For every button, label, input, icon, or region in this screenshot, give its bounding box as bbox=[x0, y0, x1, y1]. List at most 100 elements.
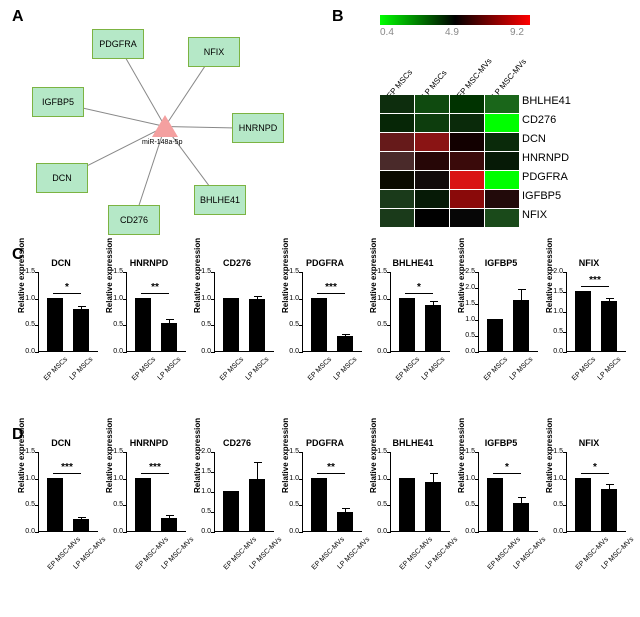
heatmap-row-label: PDGFRA bbox=[522, 171, 568, 183]
tick-label: 0.5 bbox=[21, 501, 35, 508]
bar bbox=[399, 298, 415, 351]
tick-label: 1.0 bbox=[197, 295, 211, 302]
chart-axes: 0.00.51.01.5* bbox=[38, 272, 98, 352]
heatmap-cell bbox=[450, 190, 484, 208]
error-bar bbox=[433, 474, 434, 482]
chart-axes: 0.00.51.01.52.0*** bbox=[566, 272, 626, 352]
tick-label: 1.5 bbox=[373, 268, 387, 275]
tick bbox=[35, 299, 39, 300]
tick bbox=[475, 272, 479, 273]
heatmap-cell bbox=[450, 152, 484, 170]
heatmap-cell bbox=[380, 95, 414, 113]
heatmap-scale-label: 4.9 bbox=[445, 27, 459, 38]
tick-label: 0.5 bbox=[461, 501, 475, 508]
heatmap-row-label: IGFBP5 bbox=[522, 190, 561, 202]
x-label: EP MSCs bbox=[483, 356, 509, 382]
error-bar bbox=[257, 463, 258, 479]
tick bbox=[563, 332, 567, 333]
heatmap-cell bbox=[485, 114, 519, 132]
tick-label: 0.0 bbox=[549, 528, 563, 535]
tick bbox=[299, 452, 303, 453]
tick bbox=[299, 299, 303, 300]
tick-label: 0.5 bbox=[549, 501, 563, 508]
bar-chart: HNRNPDRelative expression0.00.51.01.5**E… bbox=[108, 258, 190, 403]
tick-label: 1.0 bbox=[461, 316, 475, 323]
tick-label: 1.0 bbox=[285, 295, 299, 302]
bar bbox=[249, 299, 265, 351]
heatmap-grid bbox=[380, 95, 519, 227]
chart-title: BHLHE41 bbox=[372, 258, 454, 268]
tick bbox=[35, 452, 39, 453]
heatmap-scale-label: 0.4 bbox=[380, 27, 394, 38]
tick bbox=[299, 325, 303, 326]
heatmap-row-label: BHLHE41 bbox=[522, 95, 571, 107]
tick-label: 0.0 bbox=[21, 348, 35, 355]
sig-line bbox=[141, 473, 169, 474]
chart-axes: 0.00.51.01.5* bbox=[390, 272, 450, 352]
chart-ylabel: Relative expression bbox=[105, 418, 114, 493]
tick bbox=[563, 352, 567, 353]
chart-axes: 0.00.51.01.5** bbox=[126, 272, 186, 352]
heatmap-cell bbox=[380, 190, 414, 208]
tick bbox=[211, 352, 215, 353]
tick-label: 1.0 bbox=[285, 475, 299, 482]
tick bbox=[475, 352, 479, 353]
heatmap-cell bbox=[485, 95, 519, 113]
chart-title: CD276 bbox=[196, 258, 278, 268]
chart-axes: 0.00.51.01.5*** bbox=[126, 452, 186, 532]
tick-label: 1.5 bbox=[109, 268, 123, 275]
bar bbox=[575, 291, 591, 351]
network-node: PDGFRA bbox=[92, 29, 144, 59]
network-diagram: PDGFRANFIXIGFBP5HNRNPDDCNBHLHE41CD276miR… bbox=[20, 15, 320, 225]
bar bbox=[135, 298, 151, 351]
chart-axes: 0.00.51.01.5 bbox=[390, 452, 450, 532]
bar-chart: CD276Relative expression0.00.51.01.52.0E… bbox=[196, 438, 278, 583]
heatmap-cell bbox=[450, 171, 484, 189]
tick-label: 1.0 bbox=[109, 295, 123, 302]
tick bbox=[475, 532, 479, 533]
tick-label: 0.5 bbox=[109, 321, 123, 328]
heatmap-row-label: CD276 bbox=[522, 114, 556, 126]
bar bbox=[513, 300, 529, 351]
heatmap-cell bbox=[450, 209, 484, 227]
bar-chart: BHLHE41Relative expression0.00.51.01.5EP… bbox=[372, 438, 454, 583]
tick-label: 0.0 bbox=[549, 348, 563, 355]
x-label: EP MSCs bbox=[395, 356, 421, 382]
tick-label: 0.5 bbox=[109, 501, 123, 508]
tick-label: 0.0 bbox=[21, 528, 35, 535]
x-label: EP MSCs bbox=[43, 356, 69, 382]
heatmap-grad bbox=[380, 15, 530, 25]
tick-label: 1.5 bbox=[197, 468, 211, 475]
tick-label: 2.0 bbox=[197, 448, 211, 455]
bar bbox=[425, 305, 441, 351]
tick bbox=[123, 272, 127, 273]
chartrow-c: DCNRelative expression0.00.51.01.5*EP MS… bbox=[20, 258, 630, 403]
sig-line bbox=[317, 293, 345, 294]
chart-ylabel: Relative expression bbox=[281, 238, 290, 313]
heatmap-cell bbox=[450, 133, 484, 151]
sig-marker: *** bbox=[581, 275, 609, 286]
heatmap-cell bbox=[415, 95, 449, 113]
bar-chart: IGFBP5Relative expression0.00.51.01.52.0… bbox=[460, 258, 542, 403]
sig-line bbox=[53, 293, 81, 294]
tick bbox=[211, 532, 215, 533]
bar bbox=[223, 491, 239, 531]
network-node: IGFBP5 bbox=[32, 87, 84, 117]
tick-label: 0.0 bbox=[461, 528, 475, 535]
x-label: LP MSCs bbox=[69, 356, 95, 382]
heatmap-cell bbox=[380, 152, 414, 170]
tick-label: 0.0 bbox=[285, 348, 299, 355]
chart-axes: 0.00.51.01.52.02.5 bbox=[478, 272, 538, 352]
sig-line bbox=[493, 473, 521, 474]
tick bbox=[123, 299, 127, 300]
tick bbox=[475, 336, 479, 337]
tick bbox=[387, 299, 391, 300]
sig-line bbox=[405, 293, 433, 294]
tick-label: 1.5 bbox=[21, 448, 35, 455]
heatmap-cell bbox=[485, 171, 519, 189]
tick bbox=[35, 532, 39, 533]
bar bbox=[135, 478, 151, 531]
chart-ylabel: Relative expression bbox=[545, 418, 554, 493]
tick bbox=[123, 452, 127, 453]
heatmap-row-label: NFIX bbox=[522, 209, 547, 221]
